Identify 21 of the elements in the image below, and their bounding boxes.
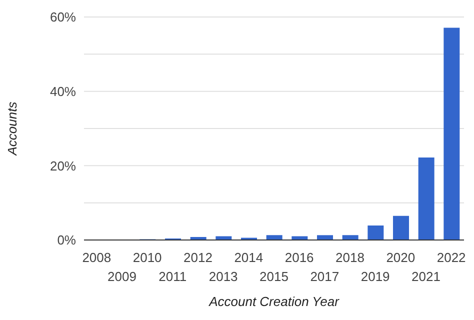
x-tick-label: 2010 (132, 250, 162, 265)
x-axis-title: Account Creation Year (208, 294, 340, 309)
y-tick-label: 40% (50, 84, 76, 99)
y-tick-label: 20% (50, 158, 76, 174)
x-tick-label: 2011 (158, 269, 187, 284)
y-tick-label: 60% (50, 10, 76, 25)
y-tick-label: 0% (57, 232, 76, 248)
x-tick-label: 2014 (234, 250, 264, 265)
x-tick-label: 2008 (82, 250, 112, 265)
x-tick-label: 2016 (284, 250, 314, 265)
x-tick-label: 2009 (108, 269, 136, 284)
x-tick-label: 2022 (436, 250, 466, 265)
x-tick-label: 2013 (208, 269, 238, 284)
x-tick-label: 2012 (184, 250, 212, 265)
y-axis-title: Accounts (4, 101, 20, 156)
x-tick-label: 2017 (310, 269, 340, 284)
x-tick-label: 2021 (412, 269, 440, 284)
x-tick-label: 2015 (260, 269, 288, 284)
x-tick-label: 2020 (386, 250, 416, 265)
x-tick-label: 2019 (360, 269, 390, 284)
x-tick-label: 2018 (336, 250, 364, 265)
